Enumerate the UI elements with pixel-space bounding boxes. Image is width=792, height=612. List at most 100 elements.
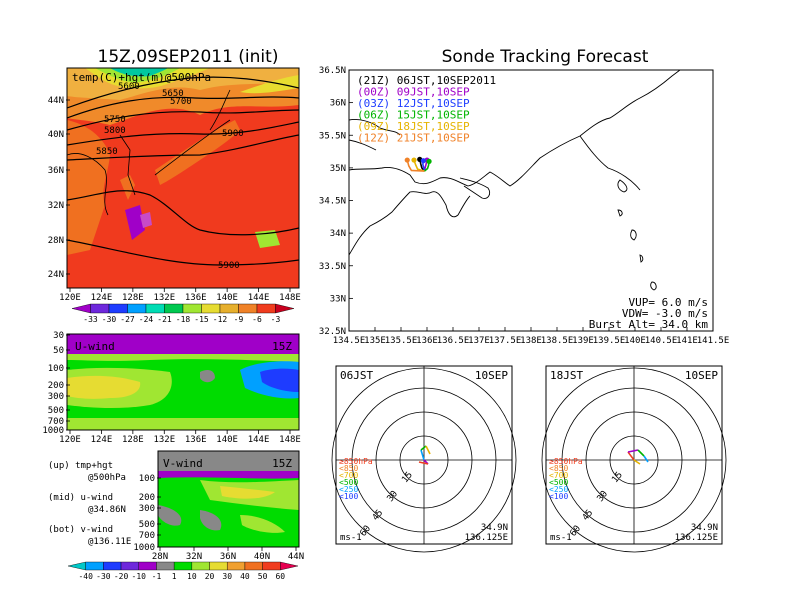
u-wind-title: U-wind [75, 340, 115, 353]
polar-18jst-panel: 18JST 10SEP15304560≥850hPa<850<700<500<25… [541, 365, 727, 553]
tick-label: 500 [139, 520, 155, 530]
tick-label: 124E [91, 293, 113, 303]
tick-label: 120E [59, 293, 81, 303]
tick-label: 135.5E [385, 336, 418, 346]
note-bot-2: @136.11E [88, 537, 131, 547]
tick-label: 135E [364, 336, 386, 346]
colorbar-swatch [191, 561, 210, 571]
tick-label: 148E [279, 293, 301, 303]
tick-label: 35N [330, 164, 346, 174]
polar-legend-entry: <100 [339, 492, 358, 501]
hodograph-segment [627, 451, 635, 461]
colorbar-swatch [164, 303, 184, 314]
colorbar-swatch [120, 561, 139, 571]
burst-point [426, 158, 432, 164]
tick-label: 128E [122, 293, 144, 303]
polar-legend-entry: <850 [549, 464, 568, 473]
u-wind-panel: U-wind 15Z 120E 124E 128E 132E 136E 140E 144E 1… [42, 331, 301, 445]
colorbar-tick: 20 [205, 572, 215, 581]
tick-label: 35.5N [319, 131, 346, 141]
tick-label: 44N [288, 552, 304, 562]
colorbar-tick: -27 [120, 315, 135, 324]
colorbar-swatch [227, 561, 246, 571]
hodograph-segment [420, 445, 427, 451]
colorbar-swatch [145, 303, 165, 314]
hodograph-segment [633, 459, 641, 465]
colorbar-tick: -33 [83, 315, 98, 324]
map1-frame [66, 67, 300, 289]
tick-label: 138E [520, 336, 542, 346]
polar-legend-entry: ≥850hPa [549, 457, 583, 466]
note-up-2: @500hPa [88, 473, 126, 483]
colorbar-swatch [182, 303, 202, 314]
track-x-axis: 134.5E135E135.5E136E136.5E137E137.5E138E… [333, 327, 729, 346]
tick-label: 32N [48, 201, 64, 211]
burst-point [411, 157, 417, 163]
polar-legend-entry: <500 [549, 478, 568, 487]
polar-lon: 136.125E [465, 533, 508, 543]
polar-time-label: 06JST [340, 369, 373, 382]
contour-label: 5900 [222, 129, 244, 139]
colorbar-tick: 1 [172, 572, 177, 581]
tick-label: 36.5N [319, 66, 346, 76]
map1-x-axis: 120E 124E 128E 132E 136E 140E 144E 148E [59, 288, 301, 303]
tick-label: 40N [254, 552, 270, 562]
colorbar-tick: -15 [194, 315, 209, 324]
polar-lat: 34.9N [691, 523, 718, 533]
tick-label: 44N [48, 96, 64, 106]
tick-label: 134.5E [333, 336, 366, 346]
hodograph-segment [627, 449, 639, 453]
colorbar-tick: 60 [275, 572, 285, 581]
colorbar-tick: 10 [187, 572, 197, 581]
colorbar-tick: -1 [152, 572, 162, 581]
legend-entry: (12Z) 21JST,10SEP [357, 132, 470, 145]
tick-label: 132E [153, 293, 175, 303]
colorbar-swatch [256, 303, 276, 314]
colorbar-tick: -24 [139, 315, 154, 324]
tick-label: 300 [48, 392, 64, 402]
burst-point [404, 157, 410, 163]
track-series [404, 156, 432, 172]
colorbar-swatch [201, 303, 221, 314]
legend-entry: (00Z) 09JST,10SEP [357, 86, 470, 99]
tick-label: 132E [153, 435, 175, 445]
colorbar-tick: -12 [213, 315, 228, 324]
map1-y-axis: 44N 40N 36N 32N 28N 24N [48, 96, 70, 280]
temp-hgt-map-panel: temp(C)+hgt(m)@500hPa 5600 5650 5700 575… [48, 67, 301, 324]
hodograph-segment [418, 461, 429, 465]
hodograph-segment [637, 449, 645, 457]
track-legend: (21Z) 06JST,10SEP2011(00Z) 09JST,10SEP(0… [357, 74, 496, 145]
polar-unit: ms-1 [550, 533, 572, 543]
tick-label: 139.5E [593, 336, 626, 346]
tick-label: 24N [48, 270, 64, 280]
polar-unit: ms-1 [340, 533, 362, 543]
v-wind-title: V-wind [163, 457, 203, 470]
note-mid-2: @34.86N [88, 505, 126, 515]
colorbar-swatch [219, 303, 239, 314]
contour-label: 5900 [218, 261, 240, 271]
colorbar-swatch [173, 561, 193, 571]
vup-annotation: VUP= 6.0 m/s [629, 296, 708, 309]
tick-label: 500 [48, 406, 64, 416]
hodograph-segment [643, 455, 649, 463]
tick-label: 200 [48, 381, 64, 391]
tick-label: 144E [248, 435, 270, 445]
colorbar-swatch [103, 561, 122, 571]
polar-legend-entry: <850 [339, 464, 358, 473]
note-bot-1: (bot) v-wind [48, 525, 113, 535]
colorbar-swatch [275, 303, 295, 314]
tick-label: 36N [48, 166, 64, 176]
polar-06jst-panel: 06JST 10SEP15304560≥850hPa<850<700<500<25… [331, 365, 517, 553]
tick-label: 141E [676, 336, 698, 346]
hodograph-segment [420, 449, 425, 461]
tick-label: 33.5N [319, 262, 346, 272]
polar-legend-entry: <500 [339, 478, 358, 487]
colorbar-swatch [238, 303, 258, 314]
colorbar-tick: -6 [252, 315, 262, 324]
colorbar-swatch [262, 561, 281, 571]
tick-label: 137E [468, 336, 490, 346]
side-notes: (up) tmp+hgt @500hPa (mid) u-wind @34.86… [48, 461, 131, 547]
tick-label: 300 [139, 504, 155, 514]
contour-label: 5800 [104, 126, 126, 136]
tick-label: 700 [139, 531, 155, 541]
